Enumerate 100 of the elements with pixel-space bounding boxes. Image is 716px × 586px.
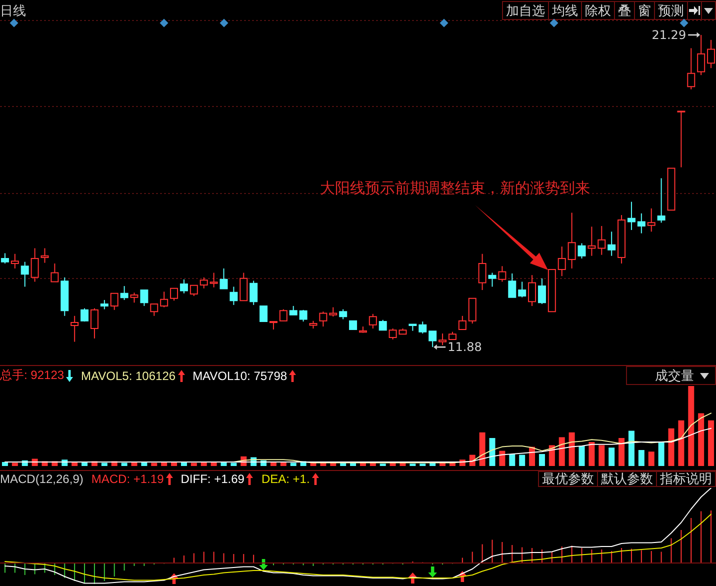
candlestick xyxy=(488,272,496,288)
candlestick xyxy=(637,212,646,234)
candlestick xyxy=(598,226,606,256)
candlestick xyxy=(240,272,248,302)
candlestick xyxy=(150,303,158,316)
candlestick xyxy=(687,48,696,90)
bar xyxy=(151,462,158,466)
candlestick xyxy=(130,292,138,304)
candlestick xyxy=(608,231,616,256)
candlestick xyxy=(438,332,447,346)
bar xyxy=(12,462,18,466)
bar xyxy=(558,437,565,466)
candlestick xyxy=(10,253,19,269)
bar xyxy=(628,430,634,466)
text: DEA: +1. xyxy=(261,472,310,486)
annotation: 11.88 xyxy=(448,340,482,354)
annotation: 21.29 xyxy=(652,28,686,42)
candlestick xyxy=(260,305,268,322)
bar xyxy=(121,462,128,466)
candlestick xyxy=(250,280,258,306)
bar xyxy=(509,454,516,466)
bar xyxy=(578,446,585,466)
candlestick xyxy=(30,248,39,282)
candlestick xyxy=(80,308,89,322)
candlestick xyxy=(100,299,108,310)
candlestick xyxy=(697,34,706,76)
button[interactable]: 最优参数 xyxy=(538,471,598,487)
bar xyxy=(638,450,644,466)
button[interactable]: 指标说明 xyxy=(656,471,716,487)
candlestick xyxy=(468,298,476,324)
candlestick xyxy=(190,284,198,296)
candlestick xyxy=(140,290,148,306)
bar xyxy=(568,432,575,466)
bar xyxy=(538,454,545,466)
candlestick xyxy=(657,178,666,224)
candlestick xyxy=(70,315,79,342)
bar xyxy=(101,462,108,466)
candlestick xyxy=(120,286,128,300)
bar xyxy=(519,454,526,466)
bar xyxy=(598,445,605,466)
candlestick xyxy=(170,288,178,302)
candlestick xyxy=(458,315,466,330)
bar xyxy=(290,462,296,466)
chart-title: MACD(12,26,9) xyxy=(0,472,84,486)
candlestick xyxy=(200,276,208,289)
candlestick xyxy=(578,242,586,260)
candlestick xyxy=(230,286,238,306)
bar xyxy=(499,450,506,466)
candlestick xyxy=(378,319,387,331)
candlestick xyxy=(279,308,288,322)
candlestick xyxy=(388,328,397,340)
bar xyxy=(708,420,714,466)
candlestick xyxy=(518,281,526,298)
bar xyxy=(688,386,694,466)
candlestick xyxy=(40,248,49,264)
bar xyxy=(588,442,595,466)
candlestick xyxy=(498,266,506,282)
text: MAVOL10: 75798 xyxy=(192,368,288,382)
bar xyxy=(698,413,704,466)
candlestick xyxy=(20,261,29,288)
candlestick xyxy=(339,308,348,320)
candlestick xyxy=(508,272,516,298)
button[interactable]: 成交量 xyxy=(626,366,716,385)
candlestick xyxy=(180,278,188,294)
candlestick xyxy=(558,246,566,277)
text: MACD: +1.19 xyxy=(91,472,164,486)
button[interactable]: 默认参数 xyxy=(597,471,657,487)
candlestick xyxy=(299,309,308,322)
chart-title: 日线 xyxy=(0,2,26,20)
candlestick xyxy=(210,272,218,288)
bar xyxy=(190,462,197,466)
candlestick xyxy=(627,201,636,230)
bar xyxy=(678,420,684,466)
candlestick xyxy=(220,268,228,290)
annotation: 大阳线预示前期调整结束，新的涨势到来 xyxy=(320,179,590,197)
candlestick xyxy=(368,313,377,330)
text: MAVOL5: 106126 xyxy=(81,368,176,382)
candlestick xyxy=(538,278,546,304)
bar xyxy=(2,462,8,466)
candlestick xyxy=(160,291,168,308)
bar xyxy=(479,432,486,466)
bar xyxy=(608,448,615,466)
bar xyxy=(230,462,237,466)
candlestick xyxy=(428,330,437,348)
candlestick xyxy=(418,321,427,334)
bar xyxy=(618,438,625,466)
candlestick xyxy=(528,274,536,306)
candlestick xyxy=(568,212,576,269)
candlestick xyxy=(50,262,59,282)
candlestick xyxy=(647,208,656,232)
candlestick xyxy=(319,311,328,328)
candlestick xyxy=(329,306,338,318)
bar xyxy=(648,452,654,466)
candlestick xyxy=(588,226,596,256)
candlestick xyxy=(677,110,686,168)
candlestick xyxy=(478,253,486,291)
text: 总手: 92123 xyxy=(0,367,64,384)
text: DIFF: +1.69 xyxy=(180,472,244,486)
bar xyxy=(658,442,664,466)
candlestick xyxy=(90,308,98,339)
